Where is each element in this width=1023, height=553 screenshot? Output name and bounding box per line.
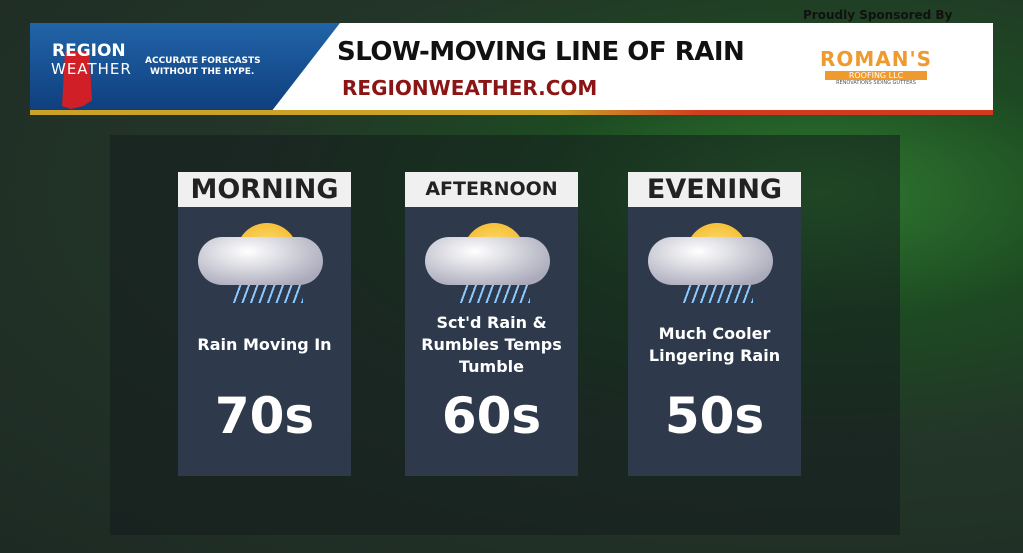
partly-cloudy-rain-icon bbox=[178, 207, 351, 307]
forecast-card-morning: MORNING Rain Moving In 70s bbox=[178, 172, 351, 476]
brand-panel: REGION WEATHER ACCURATE FORECASTS WITHOUT… bbox=[30, 23, 340, 111]
period-label: AFTERNOON bbox=[405, 172, 578, 207]
page-title: SLOW-MOVING LINE OF RAIN bbox=[337, 37, 745, 67]
thunderstorm-rain-icon bbox=[405, 207, 578, 307]
indiana-map-icon bbox=[62, 51, 92, 109]
temperature: 60s bbox=[441, 387, 542, 445]
period-label: EVENING bbox=[628, 172, 801, 207]
website-url: REGIONWEATHER.COM bbox=[342, 76, 598, 100]
forecast-description: Much Cooler Lingering Rain bbox=[648, 324, 781, 365]
partly-cloudy-rain-icon bbox=[628, 207, 801, 307]
temperature: 70s bbox=[214, 387, 315, 445]
period-label: MORNING bbox=[178, 172, 351, 207]
tagline: ACCURATE FORECASTS WITHOUT THE HYPE. bbox=[145, 56, 261, 77]
forecast-description: Sct'd Rain & Rumbles Temps Tumble bbox=[421, 313, 562, 376]
sponsor-label: Proudly Sponsored By bbox=[803, 8, 953, 22]
sponsor-logo: ROMAN'S ROOFING LLC RENOVATIONS SIDING GUT… bbox=[813, 25, 939, 109]
forecast-card-evening: EVENING Much Cooler Lingering Rain 50s bbox=[628, 172, 801, 476]
forecast-description: Rain Moving In bbox=[197, 335, 332, 354]
logo-region: REGION bbox=[52, 41, 126, 61]
forecast-card-afternoon: AFTERNOON Sct'd Rain & Rumbles Temps Tum… bbox=[405, 172, 578, 476]
temperature: 50s bbox=[664, 387, 765, 445]
banner-stripe bbox=[30, 110, 993, 115]
logo-weather: WEATHER bbox=[51, 60, 132, 78]
